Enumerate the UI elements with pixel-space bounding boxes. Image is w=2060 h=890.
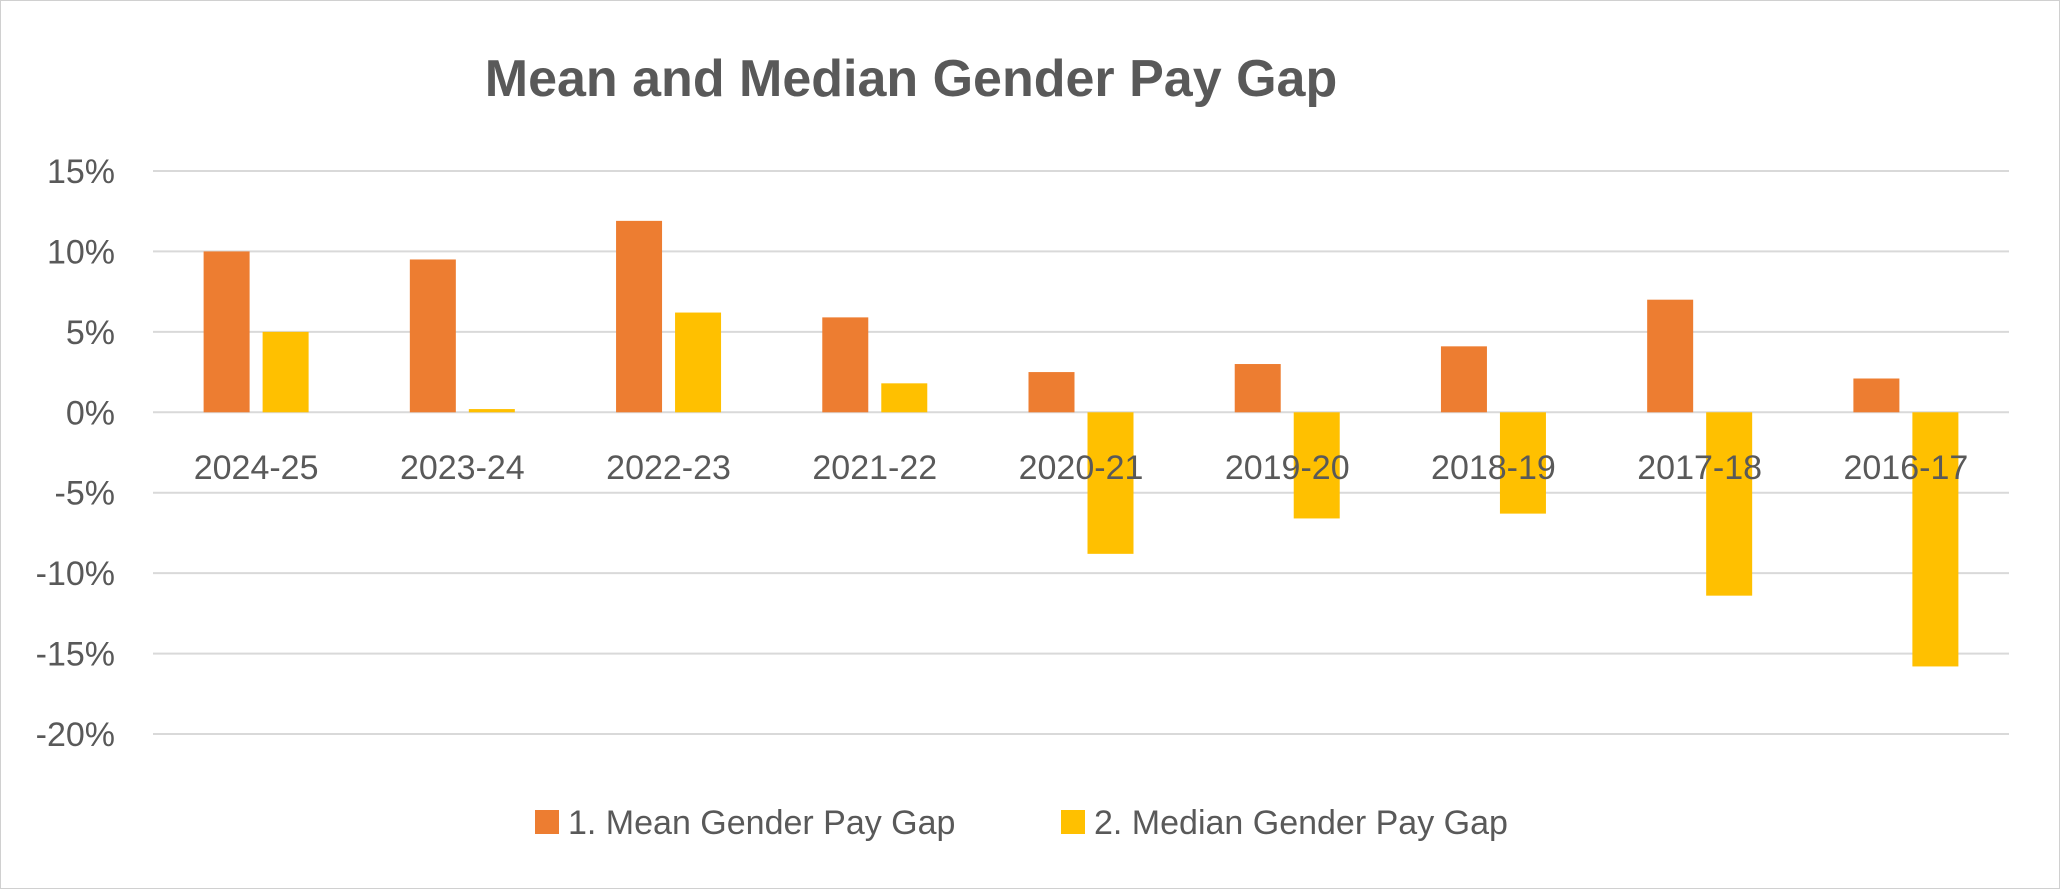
- legend: 1. Mean Gender Pay Gap 2. Median Gender P…: [535, 804, 1508, 842]
- gridlines: [153, 170, 2009, 735]
- bar-median-2020-21: [1087, 412, 1134, 554]
- y-tick-label: 0%: [66, 394, 115, 432]
- bar-median-2021-22: [881, 383, 928, 413]
- x-tick-label: 2016-17: [1843, 449, 1968, 487]
- x-tick-label: 2024-25: [194, 449, 319, 487]
- bar-mean-2020-21: [1028, 372, 1075, 413]
- legend-label-mean: 1. Mean Gender Pay Gap: [568, 804, 955, 842]
- legend-swatch-median: [1061, 810, 1085, 834]
- x-tick-label: 2018-19: [1431, 449, 1556, 487]
- y-tick-label: -20%: [36, 716, 115, 754]
- x-tick-label: 2023-24: [400, 449, 525, 487]
- bar-mean-2016-17: [1853, 378, 1900, 413]
- y-tick-label: -15%: [36, 636, 115, 674]
- bar-median-2022-23: [675, 312, 722, 413]
- y-tick-label: -5%: [55, 475, 115, 513]
- x-tick-label: 2017-18: [1637, 449, 1762, 487]
- bar-median-2024-25: [262, 331, 309, 413]
- bar-median-2018-19: [1499, 412, 1546, 514]
- bar-median-2023-24: [468, 409, 515, 413]
- bar-median-2017-18: [1706, 412, 1753, 596]
- bar-mean-2018-19: [1440, 346, 1487, 413]
- x-tick-label: 2022-23: [606, 449, 731, 487]
- x-axis-ticks: 2024-25 2023-24 2022-23 2021-22 2020-21 2019-…: [194, 449, 1969, 487]
- y-tick-label: 5%: [66, 314, 115, 352]
- y-tick-label: 15%: [47, 153, 115, 191]
- bar-mean-2022-23: [616, 220, 663, 413]
- bar-mean-2023-24: [409, 259, 456, 413]
- x-tick-label: 2020-21: [1019, 449, 1144, 487]
- bar-mean-2021-22: [822, 317, 869, 413]
- legend-swatch-mean: [535, 810, 559, 834]
- legend-label-median: 2. Median Gender Pay Gap: [1094, 804, 1508, 842]
- bar-mean-2024-25: [203, 251, 250, 413]
- y-tick-label: 10%: [47, 233, 115, 271]
- bar-mean-2017-18: [1647, 299, 1694, 413]
- y-axis-ticks: 15% 10% 5% 0% -5% -10% -15% -20%: [36, 153, 115, 754]
- x-tick-label: 2021-22: [812, 449, 937, 487]
- x-tick-label: 2019-20: [1225, 449, 1350, 487]
- bar-median-2019-20: [1293, 412, 1340, 519]
- bars: [203, 220, 1959, 667]
- y-tick-label: -10%: [36, 555, 115, 593]
- chart-title: Mean and Median Gender Pay Gap: [485, 50, 1337, 108]
- bar-median-2016-17: [1912, 412, 1959, 667]
- bar-mean-2019-20: [1234, 364, 1281, 413]
